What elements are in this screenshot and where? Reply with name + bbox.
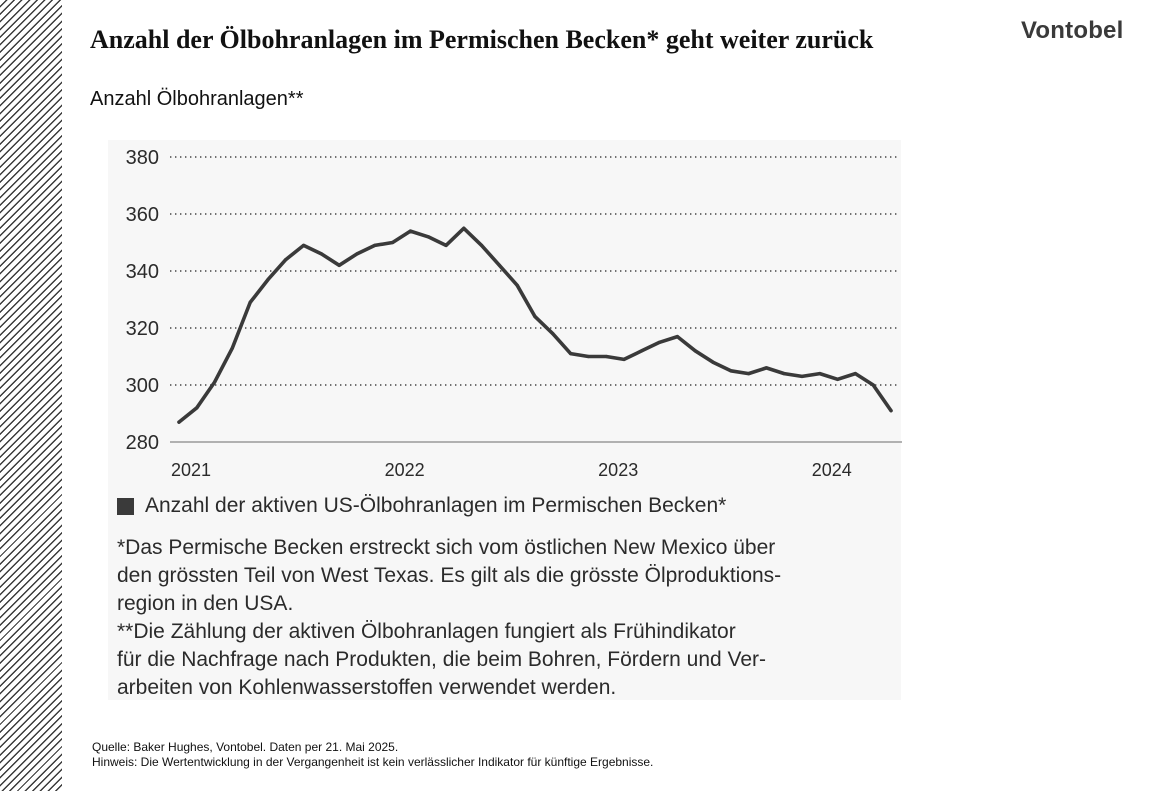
footnote-line: **Die Zählung der aktiven Ölbohranlagen … [117,620,736,643]
data-point [800,374,804,378]
series-line [177,226,893,424]
data-point [622,357,626,361]
page-title: Anzahl der Ölbohranlagen im Permischen B… [90,25,874,54]
data-point [266,278,270,282]
chart-legend: Anzahl der aktiven US-Ölbohranlagen im P… [117,494,726,518]
footnote-line: den grössten Teil von West Texas. Es gil… [117,564,782,587]
chart-subtitle: Anzahl Ölbohranlagen** [90,88,304,110]
y-tick-label: 300 [126,375,159,397]
source-note: Quelle: Baker Hughes, Vontobel. Daten pe… [92,740,653,770]
x-tick-label: 2024 [812,460,852,480]
data-point [586,354,591,359]
footnote-line: für die Nachfrage nach Produkten, die be… [117,648,767,671]
y-axis-ticks: 380 360 340 320 300 280 [126,147,159,454]
x-tick-label: 2022 [385,460,425,480]
data-point [284,258,288,262]
data-point [782,372,786,376]
data-point [871,383,875,387]
data-point [213,380,217,384]
chart-panel [108,140,901,700]
y-tick-label: 380 [126,147,159,169]
legend-swatch [117,497,134,515]
data-point [533,315,537,319]
data-point [408,229,412,233]
vontobel-logo: Vontobel [1021,17,1124,44]
data-point [319,252,323,256]
source-line: Quelle: Baker Hughes, Vontobel. Daten pe… [92,740,399,754]
data-point [853,372,858,376]
data-point [302,243,306,247]
data-point [497,263,501,267]
legend-label: Anzahl der aktiven US-Ölbohranlagen im P… [145,494,727,517]
footnote-permian-basin: *Das Permische Becken erstreckt sich vom… [117,534,917,618]
data-point [658,340,662,344]
data-point [355,252,359,256]
data-point [462,226,466,230]
data-point [230,346,234,350]
y-tick-label: 340 [126,261,159,283]
data-point [818,372,822,376]
data-point [195,406,199,410]
y-tick-label: 320 [126,318,159,340]
y-tick-label: 360 [126,204,159,226]
data-point [836,377,840,381]
series-layer [177,226,893,424]
footnote-line: *Das Permische Becken erstreckt sich vom… [117,536,776,559]
data-point [729,369,733,373]
data-point [373,243,377,247]
data-point [675,335,680,339]
hatched-side-band [0,0,62,791]
data-point [551,332,555,336]
data-point [426,235,430,239]
y-tick-label: 280 [126,432,159,454]
data-point [444,243,448,247]
data-point [480,243,484,247]
data-point [640,349,644,353]
data-point [764,366,769,370]
footnote-rig-count: **Die Zählung der aktiven Ölbohranlagen … [117,618,917,702]
data-point [693,349,697,353]
data-point [569,352,573,356]
gridlines [170,156,902,443]
data-point [177,420,181,424]
data-point [604,354,608,359]
x-tick-label: 2023 [598,460,638,480]
x-axis-ticks: 2021 2022 2023 2024 [171,460,852,480]
data-point [248,300,252,304]
x-tick-label: 2021 [171,460,211,480]
data-point [889,409,893,413]
data-point [711,360,715,364]
data-point [747,372,751,376]
disclaimer-line: Hinweis: Die Wertentwicklung in der Verg… [92,755,654,769]
data-point [337,263,341,267]
footnote-line: region in den USA. [117,592,294,615]
data-point [515,283,519,287]
footnote-line: arbeiten von Kohlenwasserstoffen verwend… [117,676,617,699]
data-point [391,240,395,245]
